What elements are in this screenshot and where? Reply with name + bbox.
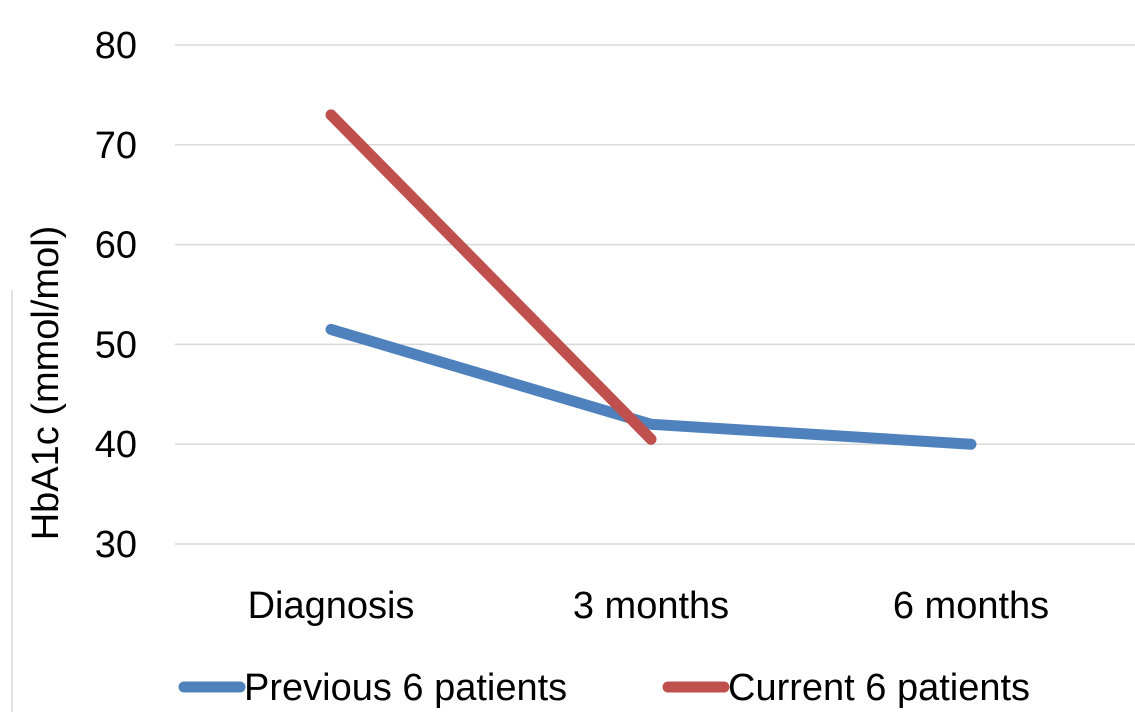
y-tick-label: 60 [95, 225, 137, 267]
legend-label: Current 6 patients [728, 667, 1030, 709]
x-tick-label: 6 months [893, 585, 1049, 627]
y-tick-label: 30 [95, 524, 137, 566]
y-tick-label: 80 [95, 25, 137, 67]
x-axis-ticks: Diagnosis 3 months 6 months [248, 585, 1050, 627]
series-lines [325, 109, 977, 450]
legend: Previous 6 patients Current 6 patients [178, 667, 1030, 709]
legend-label: Previous 6 patients [244, 667, 567, 709]
y-axis-ticks: 30 40 50 60 70 80 [95, 25, 137, 566]
y-axis-title: HbA1c (mmol/mol) [25, 226, 67, 541]
series-line-current [325, 109, 657, 445]
y-tick-label: 70 [95, 125, 137, 167]
x-tick-label: Diagnosis [248, 585, 415, 627]
y-tick-label: 50 [95, 324, 137, 366]
x-tick-label: 3 months [573, 585, 729, 627]
gridlines [175, 44, 1135, 545]
y-tick-label: 40 [95, 424, 137, 466]
series-line-previous [325, 323, 977, 450]
